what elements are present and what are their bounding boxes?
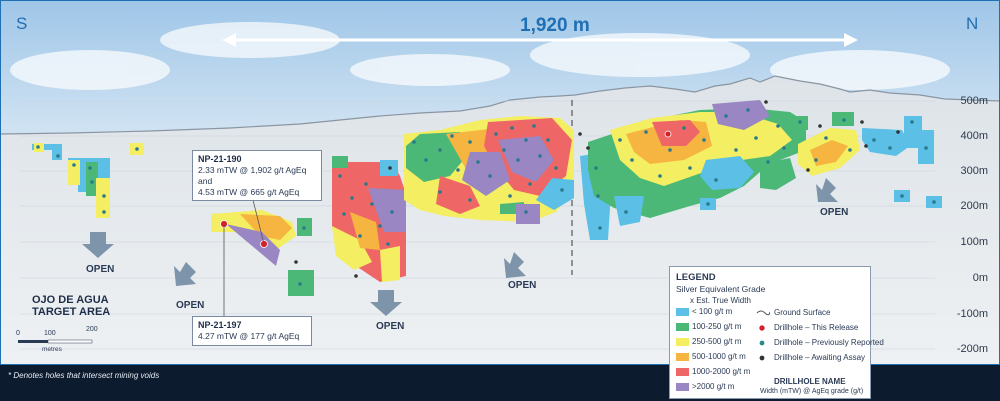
legend-symbol-label: Drillhole – Awaiting Assay bbox=[774, 353, 866, 362]
scale-bar bbox=[18, 339, 93, 344]
legend-drillhole-name-desc: Width (mTW) @ AgEq grade (g/t) bbox=[760, 388, 864, 395]
elevation-label-100: 100m bbox=[960, 236, 988, 248]
callout-line: 4.53 mTW @ 665 g/t AgEq bbox=[198, 186, 300, 197]
elevation-label-0: 0m bbox=[972, 272, 988, 284]
legend-panel: LEGEND Silver Equivalent Grade x Est. Tr… bbox=[669, 266, 884, 399]
footnote: * Denotes holes that intersect mining vo… bbox=[8, 371, 160, 380]
open-label-center: OPEN bbox=[376, 321, 405, 332]
legend-symbol-label: Drillhole – This Release bbox=[774, 323, 859, 332]
target-area-label-line2: TARGET AREA bbox=[32, 306, 111, 318]
legend-symbol-icons bbox=[756, 310, 770, 361]
legend-swatch bbox=[676, 308, 689, 316]
legend-symbol-label: Drillhole – Previously Reported bbox=[774, 338, 884, 347]
south-label: S bbox=[16, 14, 28, 33]
scale-tick-200: 200 bbox=[86, 326, 98, 333]
legend-symbol-label: Ground Surface bbox=[774, 308, 831, 317]
callout-line: 4.27 mTW @ 177 g/t AgEq bbox=[198, 331, 300, 342]
drillhole-release-icon bbox=[758, 324, 766, 332]
callout-name: NP-21-190 bbox=[198, 154, 242, 164]
drillhole-reported-icon bbox=[759, 340, 765, 346]
clouds bbox=[10, 22, 950, 90]
legend-grade-label: 500-1000 g/t m bbox=[692, 352, 746, 361]
scale-unit: metres bbox=[42, 346, 62, 353]
scale-tick-0: 0 bbox=[16, 330, 20, 337]
length-arrow bbox=[222, 33, 858, 47]
elevation-label-200: 200m bbox=[960, 200, 988, 212]
legend-swatch bbox=[676, 368, 689, 376]
callout-line: 2.33 mTW @ 1,902 g/t AgEq and bbox=[198, 165, 307, 186]
drillhole-right-release bbox=[664, 130, 672, 138]
legend-drillhole-name-title: DRILLHOLE NAME bbox=[774, 377, 846, 386]
legend-swatch bbox=[676, 323, 689, 331]
elevation-label-500: 500m bbox=[960, 95, 988, 107]
legend-swatch bbox=[676, 353, 689, 361]
legend-title: LEGEND bbox=[676, 272, 716, 283]
ground-surface-line bbox=[0, 75, 1000, 135]
legend-subtitle2: x Est. True Width bbox=[690, 296, 751, 305]
open-arrows bbox=[82, 178, 838, 316]
legend-grade-label: 1000-2000 g/t m bbox=[692, 367, 751, 376]
north-label: N bbox=[966, 14, 979, 33]
drillhole-awaiting-icon bbox=[759, 355, 765, 361]
legend-swatch bbox=[676, 383, 689, 391]
drillhole-intercepts bbox=[36, 100, 936, 286]
elevation-label-minus-100: -100m bbox=[956, 308, 988, 320]
callout-np-21-197: NP-21-197 4.27 mTW @ 177 g/t AgEq bbox=[192, 316, 312, 346]
elevation-label-300: 300m bbox=[960, 165, 988, 177]
open-label-center-right: OPEN bbox=[508, 280, 537, 291]
legend-grade-label: < 100 g/t m bbox=[692, 307, 733, 316]
section-length-label: 1,920 m bbox=[520, 15, 590, 36]
open-label-right: OPEN bbox=[820, 207, 849, 218]
legend-swatch bbox=[676, 338, 689, 346]
callout-np-21-190: NP-21-190 2.33 mTW @ 1,902 g/t AgEq and … bbox=[192, 150, 322, 202]
callout-name: NP-21-197 bbox=[198, 320, 242, 330]
legend-grade-label: 100-250 g/t m bbox=[692, 322, 742, 331]
grade-contours bbox=[32, 100, 942, 296]
elevation-label-minus-200: -200m bbox=[956, 343, 988, 355]
scale-tick-100: 100 bbox=[44, 330, 56, 337]
open-label-target: OPEN bbox=[176, 300, 205, 311]
open-label-left: OPEN bbox=[86, 264, 115, 275]
target-area-label-line1: OJO DE AGUA bbox=[32, 294, 109, 306]
legend-subtitle: Silver Equivalent Grade bbox=[676, 284, 766, 294]
ground-surface-icon bbox=[756, 310, 770, 316]
legend-grade-label: 250-500 g/t m bbox=[692, 337, 742, 346]
elevation-label-400: 400m bbox=[960, 130, 988, 142]
legend-grade-label: >2000 g/t m bbox=[692, 382, 735, 391]
